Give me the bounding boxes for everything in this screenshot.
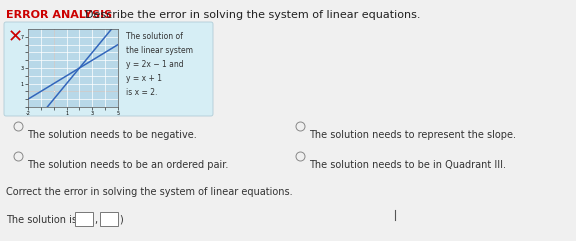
Text: ✕: ✕ xyxy=(8,28,23,46)
Text: The solution needs to be an ordered pair.: The solution needs to be an ordered pair… xyxy=(27,160,228,170)
Text: y = 2x − 1 and: y = 2x − 1 and xyxy=(126,60,184,69)
Text: The solution of: The solution of xyxy=(126,32,183,41)
Text: ERROR ANALYSIS: ERROR ANALYSIS xyxy=(6,10,112,20)
Text: The solution needs to be in Quadrant III.: The solution needs to be in Quadrant III… xyxy=(309,160,506,170)
Text: is x = 2.: is x = 2. xyxy=(126,88,157,97)
Text: Describe the error in solving the system of linear equations.: Describe the error in solving the system… xyxy=(78,10,420,20)
Text: The solution needs to represent the slope.: The solution needs to represent the slop… xyxy=(309,130,516,140)
Text: the linear system: the linear system xyxy=(126,46,193,55)
Text: y = x + 1: y = x + 1 xyxy=(126,74,162,83)
Text: Correct the error in solving the system of linear equations.: Correct the error in solving the system … xyxy=(6,187,293,197)
Text: The solution needs to be negative.: The solution needs to be negative. xyxy=(27,130,197,140)
Text: The solution is (: The solution is ( xyxy=(6,215,84,225)
Bar xyxy=(100,212,118,226)
Bar xyxy=(75,212,93,226)
Text: ): ) xyxy=(119,215,123,225)
FancyBboxPatch shape xyxy=(4,22,213,116)
Text: ,: , xyxy=(94,215,97,225)
